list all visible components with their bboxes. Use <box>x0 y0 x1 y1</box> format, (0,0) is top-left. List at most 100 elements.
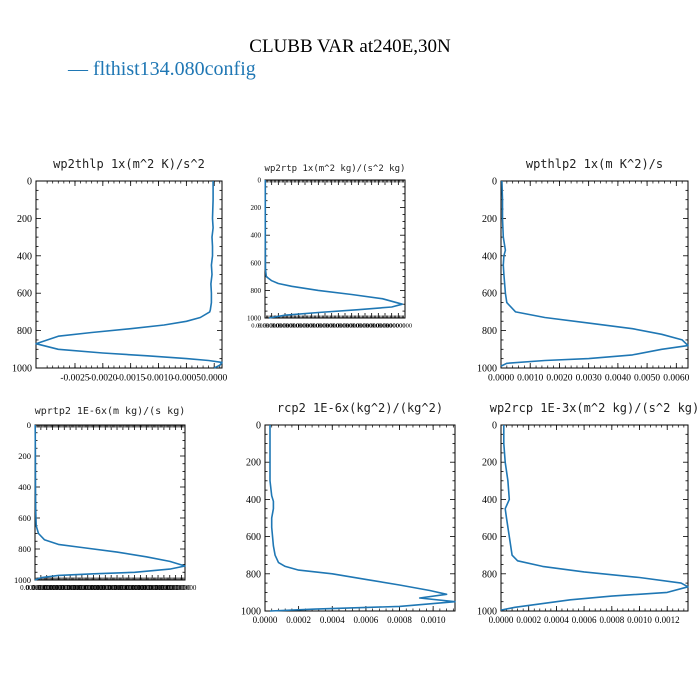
x-tick-label: 0.0000000 <box>49 584 79 592</box>
x-tick-label: 0.0000000 <box>298 323 326 330</box>
y-tick-label: 600 <box>246 532 261 543</box>
x-tick-label: 0.0000000 <box>126 584 156 592</box>
x-tick-label: 0.0008 <box>387 615 412 625</box>
y-tick-label: 600 <box>482 289 497 300</box>
x-tick-label: 0.0000000 <box>79 584 109 592</box>
subplot-title: wpthlp2 1x(m K^2)/s <box>526 157 663 171</box>
series-line <box>264 180 404 319</box>
x-tick-label: 0.0000000 <box>67 584 97 592</box>
y-tick-label: 400 <box>17 251 32 262</box>
x-tick-label: 0.0000000 <box>305 323 333 330</box>
plot-frame <box>264 179 406 319</box>
y-tick-label: 600 <box>17 289 32 300</box>
series-line <box>500 180 689 367</box>
subplot-1: wp2thlp 1x(m^2 K)/s^2 0 200 400 600 800 1000 -0… <box>12 157 228 384</box>
x-tick-label: 0.0020 <box>546 374 572 384</box>
x-tick-label: -0.0020 <box>88 374 118 384</box>
x-tick-label: 0.0000000 <box>258 323 286 330</box>
x-tick-label: 0.0000000 <box>96 584 126 592</box>
y-tick-label: 400 <box>18 482 31 492</box>
y-tick-label: 1000 <box>247 314 262 322</box>
plot-frame <box>264 424 456 612</box>
y-tick-label: 800 <box>246 569 261 580</box>
x-tick-label: 0.0000000 <box>155 584 185 592</box>
x-tick-label: 0.0000000 <box>26 584 56 592</box>
x-tick-label: 0.0010 <box>627 615 652 625</box>
x-tick-label: 0.0000000 <box>358 323 386 330</box>
x-tick-label: 0.0000 <box>201 374 227 384</box>
y-tick-label: 600 <box>18 513 31 523</box>
y-tick-label: 200 <box>246 458 261 469</box>
x-tick-label: 0.0006 <box>354 615 379 625</box>
y-tick-label: 400 <box>482 495 497 506</box>
y-tick-label: 1000 <box>12 364 32 375</box>
y-tick-label: 800 <box>482 326 497 337</box>
series-line <box>35 181 223 369</box>
series-line <box>269 425 456 612</box>
x-tick-label: 0.0040 <box>605 374 631 384</box>
x-tick-label: 0.0000000 <box>318 323 346 330</box>
series-line <box>34 424 186 581</box>
x-tick-label: -0.0010 <box>144 374 174 384</box>
y-tick-label: 0 <box>258 176 262 184</box>
subplot-3: wpthlp2 1x(m K^2)/s020040060080010000.00… <box>477 157 690 384</box>
x-tick-label: 0.0000000 <box>38 584 68 592</box>
x-tick-label: 0.0002 <box>516 615 541 625</box>
x-tick-label: -0.0005 <box>172 374 202 384</box>
series-line <box>500 425 689 611</box>
x-tick-label: 0.0000000 <box>285 323 313 330</box>
x-tick-label: 0.0000000 <box>20 584 50 592</box>
x-tick-label: 0.0002 <box>286 615 311 625</box>
x-tick-label: 0.0000000 <box>271 323 299 330</box>
subplot-5: rcp2 1E-6x(kg^2)/(kg^2) 0 200 400 600 800 1000… <box>241 401 456 625</box>
page-title: CLUBB VAR at240E,30N <box>249 36 451 57</box>
x-tick-label: 0.0012 <box>655 615 680 625</box>
x-tick-label: 0.0000000 <box>371 323 399 330</box>
x-tick-label: 0.0008 <box>599 615 624 625</box>
x-tick-label: 0.0000000 <box>32 584 62 592</box>
x-tick-label: 0.0000000 <box>85 584 115 592</box>
y-tick-label: 600 <box>482 532 497 543</box>
subplot-2: wp2rtp 1x(m^2 kg)/(s^2 kg)0 200 400 600 800 1… <box>247 164 412 330</box>
x-tick-label: 0.0000000 <box>167 584 197 592</box>
x-tick-label: 0.0004 <box>320 615 345 625</box>
plot-frame <box>500 180 689 369</box>
y-tick-label: 1000 <box>14 575 31 585</box>
y-tick-label: 800 <box>482 569 497 580</box>
x-tick-label: 0.0000000 <box>345 323 373 330</box>
x-tick-label: 0.0000000 <box>351 323 379 330</box>
plot-frame <box>500 424 689 612</box>
x-tick-label: 0.0050 <box>634 374 660 384</box>
x-tick-label: 0.0060 <box>663 374 689 384</box>
x-tick-label: 0.0000000 <box>137 584 167 592</box>
y-tick-label: 800 <box>17 326 32 337</box>
subplot-6: wp2rcp 1E-3x(m^2 kg)/(s^2 kg) 0 200 400 600 8… <box>477 401 699 625</box>
plot-frame <box>34 424 186 581</box>
y-tick-label: 0 <box>27 177 32 188</box>
y-tick-label: 400 <box>482 251 497 262</box>
x-tick-label: 0.0000000 <box>365 323 393 330</box>
x-tick-label: 0.0006 <box>572 615 597 625</box>
y-tick-label: 600 <box>251 259 262 267</box>
y-tick-label: 200 <box>18 451 31 461</box>
x-tick-label: 0.0000000 <box>385 323 413 330</box>
y-tick-label: 200 <box>17 214 32 225</box>
y-tick-label: 800 <box>251 287 262 295</box>
x-tick-label: 0.0000000 <box>102 584 132 592</box>
x-tick-label: 0.0000000 <box>90 584 120 592</box>
x-tick-label: 0.0000000 <box>265 323 293 330</box>
x-tick-label: 0.0000 <box>488 374 514 384</box>
subplot-title: wp2rtp 1x(m^2 kg)/(s^2 kg) <box>265 164 406 174</box>
subplot-title: wprtp2 1E-6x(m kg)/(s kg) <box>35 406 186 417</box>
x-tick-label: 0.0000000 <box>61 584 91 592</box>
x-tick-label: 0.0000000 <box>331 323 359 330</box>
x-tick-label: 0.0000000 <box>251 323 279 330</box>
x-tick-label: 0.0000000 <box>161 584 191 592</box>
x-tick-label: 0.0000000 <box>44 584 74 592</box>
subplot-title: wp2rcp 1E-3x(m^2 kg)/(s^2 kg) <box>490 401 700 415</box>
y-tick-label: 400 <box>246 495 261 506</box>
y-tick-label: 200 <box>251 204 262 212</box>
x-tick-label: -0.0015 <box>116 374 146 384</box>
x-tick-label: 0.0010 <box>421 615 446 625</box>
